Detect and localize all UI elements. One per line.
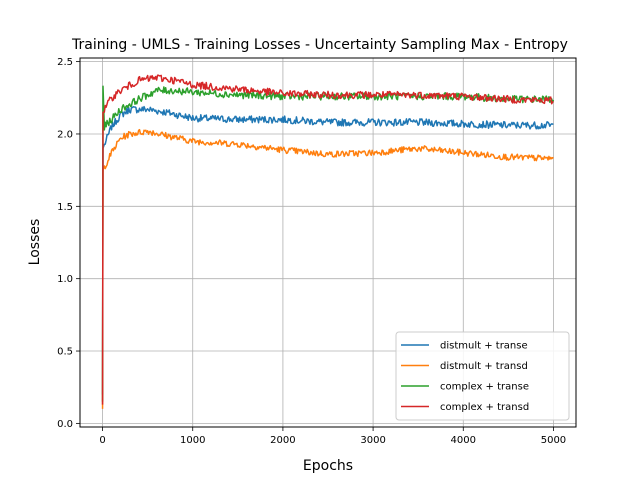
y-tick-label: 1.0 (57, 274, 73, 285)
x-axis-label: Epochs (303, 458, 353, 474)
x-tick-label: 3000 (360, 435, 385, 446)
legend: distmult + transe distmult + transd comple… (395, 331, 570, 421)
y-tick-label: 2.0 (57, 129, 73, 140)
chart-title: Training - UMLS - Training Losses - Unce… (71, 37, 568, 53)
series-line (101, 85, 555, 402)
y-axis-label: Losses (27, 219, 43, 266)
legend-label: distmult + transd (440, 361, 528, 372)
x-tick-label: 2000 (270, 435, 295, 446)
legend-label: complex + transd (440, 402, 529, 413)
series-lines (101, 74, 555, 409)
legend-label: distmult + transe (440, 341, 528, 352)
ticks: 0 1000 2000 3000 4000 5000 0.0 0.5 1.0 1.5 2.0 2.5 (57, 57, 566, 446)
plot-frame (79, 57, 577, 428)
y-tick-label: 1.5 (57, 202, 73, 213)
x-tick-label: 1000 (180, 435, 205, 446)
y-tick-label: 0.0 (57, 419, 73, 430)
legend-box (395, 331, 570, 421)
x-tick-label: 0 (99, 435, 105, 446)
y-tick-label: 0.5 (57, 347, 73, 358)
series-line (101, 74, 554, 405)
legend-label: complex + transe (440, 382, 529, 393)
series-line (101, 105, 554, 395)
x-tick-label: 5000 (541, 435, 566, 446)
y-tick-label: 2.5 (57, 57, 73, 68)
x-tick-label: 4000 (451, 435, 476, 446)
series-line (101, 128, 554, 409)
